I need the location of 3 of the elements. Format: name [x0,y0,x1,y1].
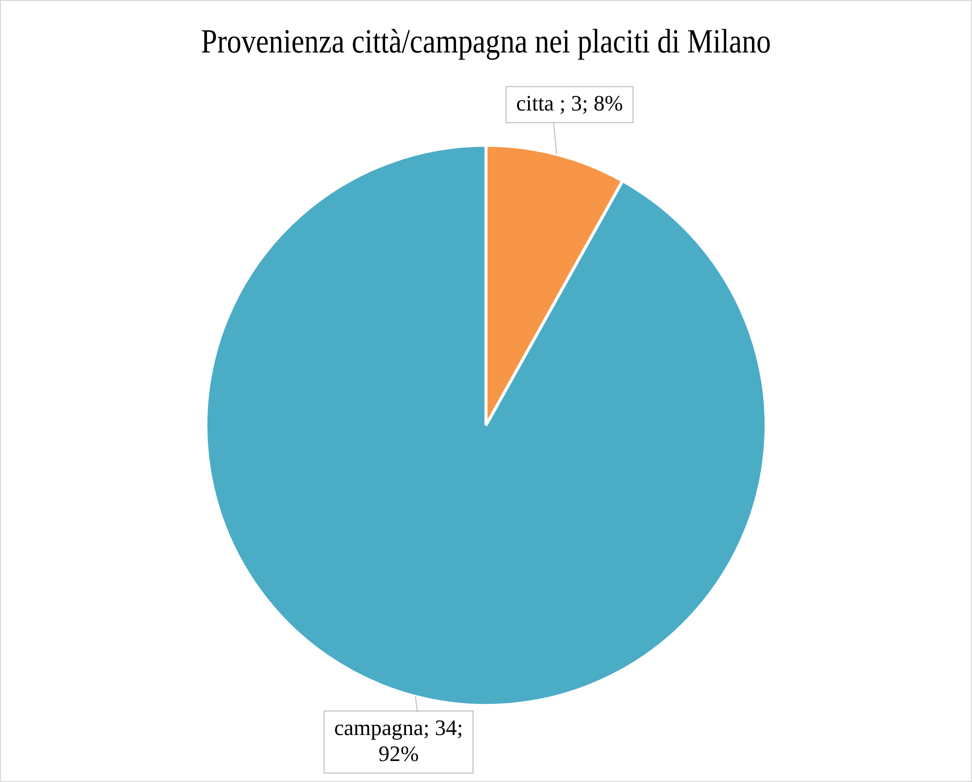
slice-label: campagna; 34; 92% [334,714,464,766]
chart-title: Provenienza città/campagna nei placiti di Milano [201,22,771,60]
slice-label: citta ; 3; 8% [516,90,623,116]
